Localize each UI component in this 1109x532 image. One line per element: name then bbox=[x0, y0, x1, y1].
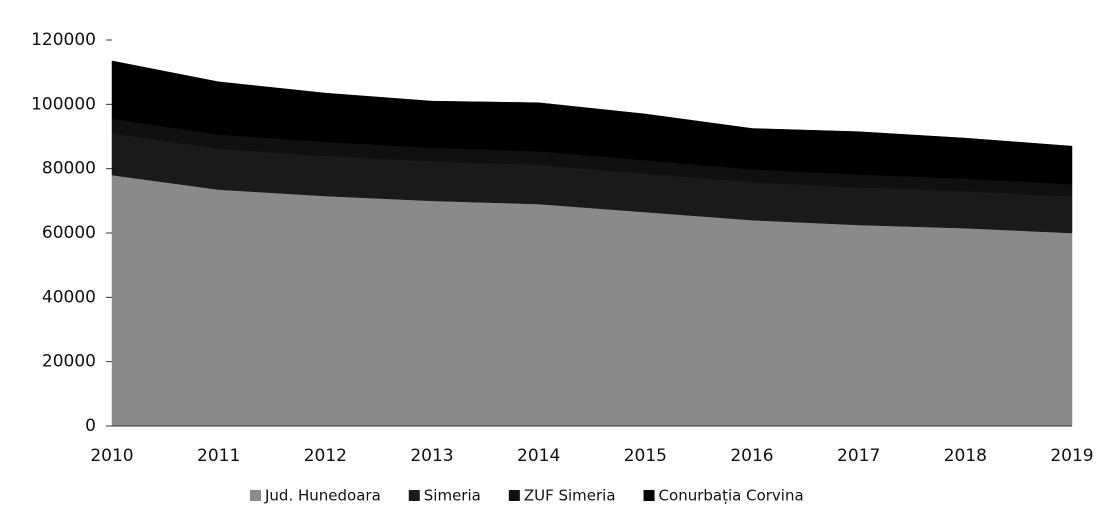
legend-swatch bbox=[508, 490, 520, 501]
y-tick-label: 80000 bbox=[42, 159, 96, 179]
x-tick-label: 2016 bbox=[730, 446, 773, 466]
x-tick-label: 2015 bbox=[624, 446, 667, 466]
y-tick-label: 120000 bbox=[31, 30, 96, 50]
x-tick-label: 2012 bbox=[304, 446, 347, 466]
legend-label: Conurbația Corvina bbox=[659, 487, 804, 505]
legend-swatch bbox=[408, 490, 420, 501]
y-tick-label: 40000 bbox=[42, 287, 96, 307]
y-tick-label: 20000 bbox=[42, 352, 96, 372]
x-tick-label: 2017 bbox=[837, 446, 880, 466]
legend-label: ZUF Simeria bbox=[524, 487, 616, 505]
x-tick-label: 2011 bbox=[197, 446, 240, 466]
y-tick-label: 100000 bbox=[31, 94, 96, 114]
legend-swatch bbox=[250, 490, 261, 501]
y-tick-label: 60000 bbox=[42, 223, 96, 243]
x-tick-label: 2013 bbox=[410, 446, 453, 466]
legend-label: Jud. Hunedoara bbox=[264, 487, 381, 505]
area bbox=[111, 60, 1073, 185]
legend-label: Simeria bbox=[424, 487, 481, 505]
x-tick-label: 2010 bbox=[90, 446, 133, 466]
x-tick-label: 2019 bbox=[1050, 446, 1093, 466]
y-tick-label: 0 bbox=[85, 416, 96, 436]
legend-swatch bbox=[643, 490, 655, 501]
x-tick-label: 2018 bbox=[944, 446, 987, 466]
x-tick-label: 2014 bbox=[517, 446, 560, 466]
